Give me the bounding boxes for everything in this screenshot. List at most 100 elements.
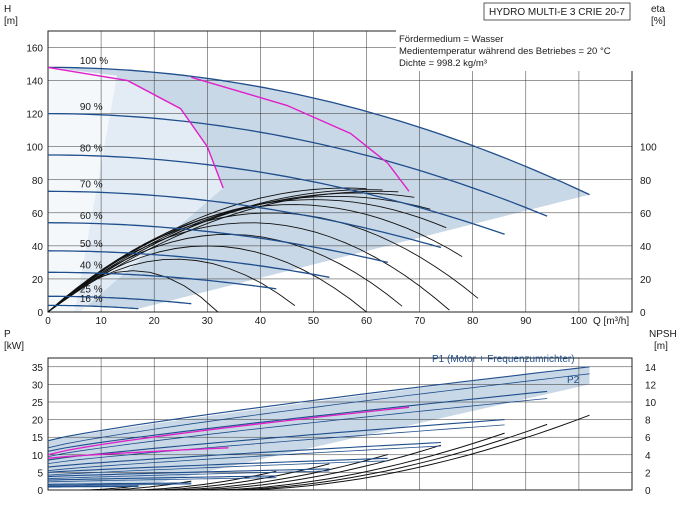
p2-curve (47, 460, 388, 476)
y2-tick-label: 0 (645, 486, 651, 497)
tick-labels-top: 0 10 20 30 40 50 60 70 80 90 100 0 20 40 60 80 100 120 140… (26, 44, 657, 327)
y-tick-label: 120 (26, 110, 43, 121)
npsh-curves (79, 414, 590, 491)
limit-curve (191, 76, 410, 192)
limit-curves (47, 66, 410, 192)
x-tick-label: 40 (255, 316, 267, 327)
info-line-3: Dichte = 998.2 kg/m³ (399, 58, 487, 69)
speed-label: 25 % (80, 285, 103, 296)
y-tick-label: 0 (37, 486, 43, 497)
p2-curve (47, 477, 277, 483)
y2-tick-label: 12 (645, 380, 657, 391)
tick-labels-bottom: 0 5 10 15 20 25 30 35 0 2 4 6 8 10 12 14 (32, 363, 657, 497)
y-tick-label: 30 (32, 380, 44, 391)
info-line-2: Medientemperatur während des Betriebes =… (399, 46, 611, 57)
speed-curve (48, 66, 590, 196)
npsh-curve (207, 432, 505, 491)
x-tick-label: 80 (467, 316, 479, 327)
speed-label: 60 % (80, 211, 103, 222)
y2-tick-label: 0 (640, 308, 646, 319)
p2-curve (47, 424, 505, 464)
y2-tick-label: 8 (645, 416, 651, 427)
y-tick-label: 100 (26, 143, 43, 154)
p1-curve (47, 485, 139, 488)
npsh-curve (237, 414, 590, 491)
info-line-1: Fördermedium = Wasser (399, 34, 503, 45)
y2-tick-label: 2 (645, 468, 651, 479)
p2-curve (47, 483, 192, 486)
speed-label: 16 % (80, 294, 103, 305)
p2-curve (47, 373, 590, 449)
x-tick-label: 10 (96, 316, 108, 327)
chart-title: HYDRO MULTI-E 3 CRIE 20-7 (489, 7, 625, 18)
y2-axis-unit-top: [%] (651, 16, 666, 27)
speed-curve (48, 271, 277, 290)
p2-label: P2 (567, 375, 580, 386)
efficiency-curve (47, 212, 479, 313)
plot-frame-top (47, 30, 633, 313)
y2-tick-label: 10 (645, 398, 657, 409)
y2-tick-label: 14 (645, 363, 657, 374)
y-axis-unit-top: [m] (4, 16, 18, 27)
y2-tick-label: 4 (645, 451, 651, 462)
p2-curve (47, 445, 441, 471)
y2-tick-label: 100 (640, 143, 657, 154)
x-tick-label: 100 (571, 316, 588, 327)
x-tick-label: 0 (45, 316, 51, 327)
p2-curve (47, 470, 330, 480)
y2-tick-label: 20 (640, 275, 652, 286)
p2-curve (47, 398, 548, 457)
limit-curve (47, 66, 224, 189)
y-tick-label: 20 (32, 275, 44, 286)
y2-tick-label: 80 (640, 176, 652, 187)
speed-label: 80 % (80, 143, 103, 154)
plot-frame-bottom (47, 357, 633, 491)
y-tick-label: 160 (26, 44, 43, 55)
speed-label: 100 % (80, 56, 108, 67)
y-tick-label: 20 (32, 416, 44, 427)
speed-curve (48, 154, 505, 235)
speed-curve (47, 222, 388, 264)
speed-label: 70 % (80, 180, 103, 191)
limit-curve-power (47, 406, 410, 456)
efficiency-curve (47, 192, 415, 313)
y-tick-label: 0 (37, 308, 43, 319)
speed-labels: 100 % 90 % 80 % 70 % 60 % 50 % 40 % 25 %16 % (80, 56, 108, 305)
y-tick-label: 60 (32, 209, 44, 220)
npsh-curve (185, 444, 442, 491)
x-axis-label: Q [m³/h] (593, 316, 629, 327)
y2-axis-label-top: eta (651, 4, 665, 15)
power-curves (47, 366, 590, 488)
x-tick-label: 30 (202, 316, 214, 327)
y-tick-label: 5 (37, 468, 43, 479)
x-tick-label: 50 (308, 316, 320, 327)
y-tick-label: 10 (32, 451, 44, 462)
y-axis-label-bottom: P (4, 329, 11, 340)
speed-curve (48, 304, 139, 310)
title-box (483, 2, 631, 21)
speed-curve (47, 112, 548, 217)
npsh-curve (166, 454, 388, 491)
efficiency-curve (47, 245, 367, 313)
limit-curve-power (47, 447, 229, 459)
p1-label: P1 (Motor + Frequenzumrichter) (432, 354, 575, 365)
y-tick-label: 25 (32, 398, 44, 409)
p1-curve (47, 441, 441, 468)
p1-curve (47, 366, 590, 442)
npsh-curve (146, 463, 330, 491)
p2-curve (47, 486, 139, 488)
x-tick-label: 60 (361, 316, 373, 327)
y-tick-label: 40 (32, 242, 44, 253)
speed-curves (47, 66, 590, 310)
x-tick-label: 90 (520, 316, 532, 327)
y-tick-label: 80 (32, 176, 44, 187)
x-tick-label: 70 (414, 316, 426, 327)
efficiency-curve (47, 233, 403, 313)
y2-tick-label: 6 (645, 433, 651, 444)
y-axis-label-top: H (4, 4, 11, 15)
speed-curve (48, 295, 192, 305)
efficiency-curve (47, 258, 296, 313)
speed-curve (47, 250, 330, 278)
